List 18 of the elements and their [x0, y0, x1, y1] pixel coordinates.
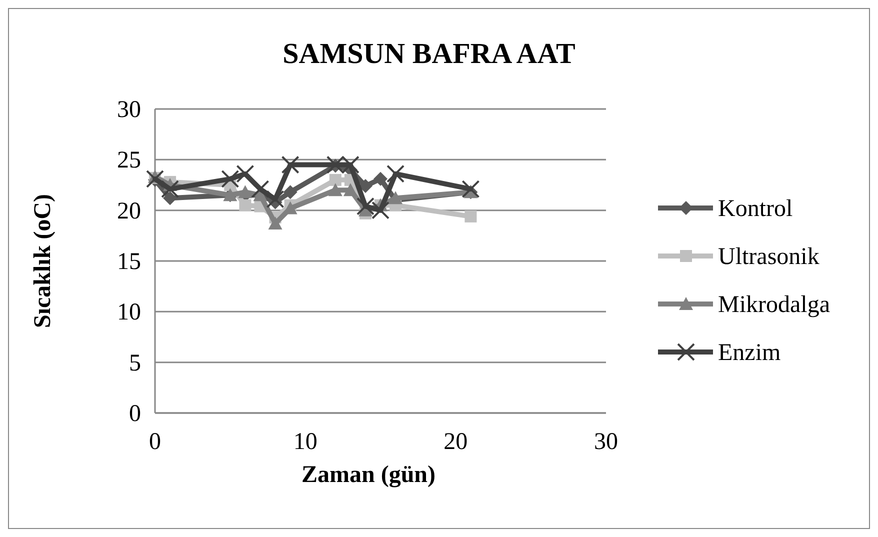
- y-axis-title: Sıcaklık (oC): [30, 194, 56, 328]
- x-tick-label: 10: [293, 429, 318, 455]
- legend-label: Kontrol: [718, 196, 793, 222]
- y-tick-label: 5: [129, 350, 141, 376]
- legend-label: Mikrodalga: [718, 292, 830, 318]
- x-tick-label: 30: [594, 429, 618, 455]
- y-tick-label: 10: [117, 300, 141, 326]
- y-tick-label: 20: [117, 198, 141, 224]
- y-tick-label: 15: [117, 249, 141, 275]
- y-tick-label: 30: [117, 97, 141, 123]
- y-tick-label: 0: [129, 401, 141, 427]
- x-tick-label: 20: [444, 429, 468, 455]
- x-tick-label: 0: [149, 429, 161, 455]
- x-axis-title: Zaman (gün): [301, 462, 436, 488]
- chart-title: SAMSUN BAFRA AAT: [282, 38, 576, 70]
- legend-label: Ultrasonik: [718, 244, 820, 270]
- y-tick-label: 25: [117, 148, 141, 174]
- legend-label: Enzim: [718, 340, 781, 366]
